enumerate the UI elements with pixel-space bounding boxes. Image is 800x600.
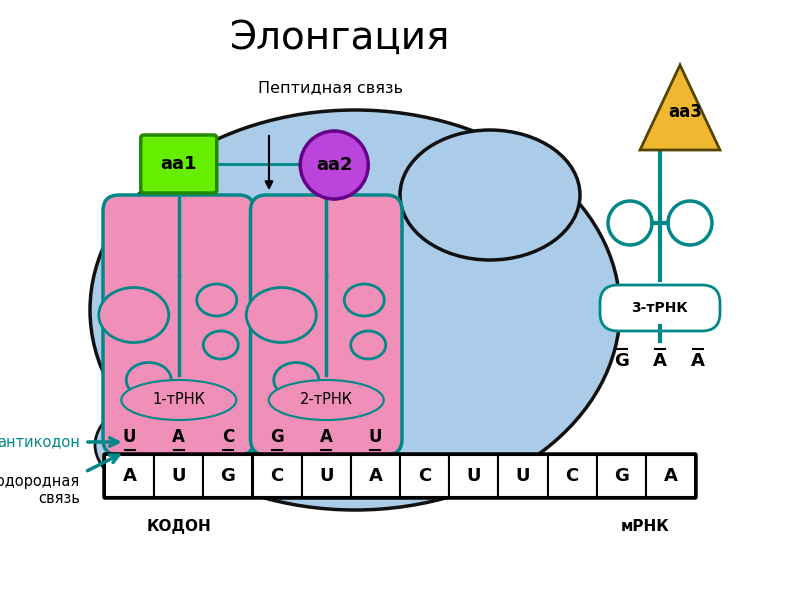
Bar [154,455,203,497]
Bar [547,455,597,497]
Ellipse shape [197,284,237,316]
Bar [498,455,547,497]
Text: G: G [614,352,630,370]
Bar [253,455,302,497]
Text: A: A [320,428,333,446]
Circle shape [300,131,368,199]
Text: A: A [653,352,667,370]
Text: aa2: aa2 [316,156,353,174]
Bar [351,455,400,497]
Text: C: C [222,428,234,446]
Text: U: U [171,467,186,485]
Bar [646,455,695,497]
Circle shape [608,201,652,245]
Ellipse shape [400,130,580,260]
Text: A: A [691,352,705,370]
FancyBboxPatch shape [250,195,402,455]
Text: Пептидная связь: Пептидная связь [258,80,402,95]
Text: G: G [221,467,235,485]
Text: A: A [663,467,678,485]
Text: 3-тРНК: 3-тРНК [632,301,688,315]
Text: U: U [516,467,530,485]
Bar [203,455,253,497]
Text: G: G [270,428,284,446]
Text: C: C [270,467,284,485]
Text: G: G [614,467,629,485]
Text: Элонгация: Элонгация [230,19,450,57]
Ellipse shape [203,331,238,359]
Ellipse shape [90,110,620,510]
Text: A: A [369,467,382,485]
Ellipse shape [344,284,384,316]
Text: A: A [172,428,185,446]
Text: мРНК: мРНК [621,519,670,534]
Circle shape [668,201,712,245]
Text: антикодон: антикодон [0,434,80,449]
Ellipse shape [122,380,236,420]
Ellipse shape [95,395,255,495]
Ellipse shape [350,331,386,359]
Text: A: A [122,467,137,485]
Text: КОДОН: КОДОН [146,519,211,534]
Ellipse shape [269,380,384,420]
Bar [105,455,154,497]
FancyBboxPatch shape [104,454,696,498]
Text: C: C [566,467,578,485]
FancyBboxPatch shape [141,135,217,193]
Ellipse shape [126,362,171,397]
Bar [449,455,498,497]
Text: U: U [369,428,382,446]
FancyBboxPatch shape [103,195,254,455]
Text: aa3: aa3 [668,103,702,121]
Text: C: C [418,467,431,485]
Text: U: U [466,467,481,485]
Bar [302,455,351,497]
Text: Водородная
связь: Водородная связь [0,474,80,506]
Text: 1-тРНК: 1-тРНК [152,392,205,407]
FancyBboxPatch shape [600,285,720,331]
Text: U: U [319,467,334,485]
Text: 2-тРНК: 2-тРНК [300,392,353,407]
Polygon shape [640,65,720,150]
Ellipse shape [274,362,318,397]
Bar [400,455,449,497]
Bar [597,455,646,497]
Text: aa1: aa1 [161,155,197,173]
Ellipse shape [98,287,169,343]
Ellipse shape [246,287,316,343]
Text: U: U [123,428,136,446]
